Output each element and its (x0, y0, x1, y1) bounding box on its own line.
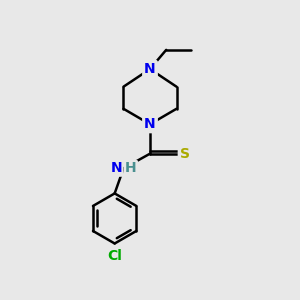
Text: S: S (180, 147, 190, 161)
Text: N: N (110, 161, 122, 176)
Text: H: H (125, 161, 136, 176)
Text: Cl: Cl (107, 249, 122, 263)
Text: N: N (144, 62, 156, 76)
Text: N: N (144, 117, 156, 131)
